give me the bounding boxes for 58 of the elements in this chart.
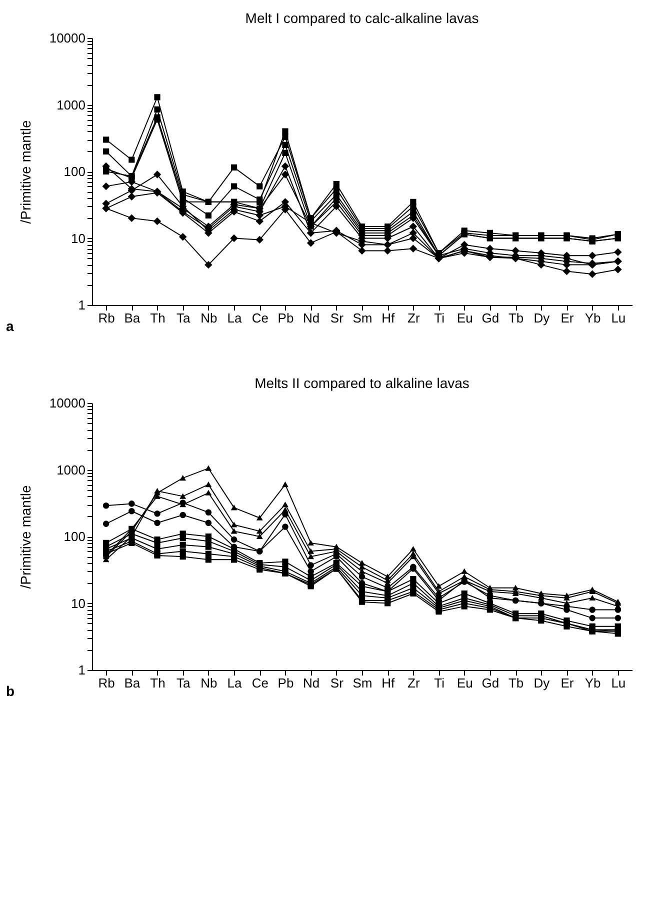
x-tick-label: Zr: [408, 676, 420, 690]
x-tick-label: Hf: [382, 676, 395, 690]
chart-title: Melt I compared to calc-alkaline lavas: [245, 10, 479, 26]
text: b: [6, 683, 15, 699]
x-tick-label: Ta: [176, 676, 191, 690]
x-tick-label: Er: [560, 676, 574, 690]
x-tick-label: Ta: [176, 310, 191, 326]
x-tick-label: Lu: [611, 676, 626, 690]
x-tick-label: Sr: [330, 676, 344, 690]
y-tick-label: 1000: [56, 97, 86, 112]
chart-title: Melts II compared to alkaline lavas: [254, 375, 470, 391]
y-tick-label: 100: [64, 529, 86, 544]
y-tick-label: 1: [78, 662, 86, 678]
x-tick-label: Nd: [303, 676, 320, 690]
x-tick-label: Nb: [200, 310, 218, 326]
y-tick-label: 10: [71, 596, 86, 611]
x-tick-label: Pb: [278, 676, 294, 690]
y-tick-label: 1: [78, 298, 86, 312]
y-axis-title: /Primitive mantle: [17, 485, 34, 589]
x-tick-label: Ba: [124, 676, 141, 690]
x-tick-label: Ti: [434, 310, 445, 326]
x-tick-label: La: [227, 310, 243, 326]
x-tick-label: Tb: [508, 676, 524, 690]
x-tick-label: Zr: [408, 310, 420, 326]
y-tick-label: 10: [71, 230, 86, 246]
y-tick-label: 10000: [49, 396, 86, 410]
x-tick-label: Th: [150, 676, 166, 690]
x-tick-label: La: [227, 676, 243, 690]
x-tick-label: Sm: [352, 310, 372, 326]
x-tick-label: Sr: [330, 310, 344, 326]
x-tick-label: Tb: [508, 310, 524, 326]
x-tick-label: Rb: [98, 310, 115, 326]
x-tick-label: Eu: [456, 310, 473, 326]
x-tick-label: Dy: [534, 676, 550, 690]
x-tick-label: Ba: [124, 310, 141, 326]
x-tick-label: Ti: [434, 676, 445, 690]
y-tick-label: 100: [64, 164, 86, 179]
x-tick-label: Yb: [584, 676, 601, 690]
y-tick-label: 10000: [49, 30, 86, 46]
x-tick-label: Gd: [482, 310, 500, 326]
x-tick-label: Nd: [303, 310, 320, 326]
x-tick-label: Pb: [278, 310, 294, 326]
x-tick-label: Nb: [200, 676, 218, 690]
x-tick-label: Ce: [252, 310, 268, 326]
x-tick-label: Dy: [534, 310, 550, 326]
x-tick-label: Ce: [252, 676, 268, 690]
y-tick-label: 1000: [56, 462, 86, 478]
text: a: [6, 318, 14, 334]
x-tick-label: Yb: [584, 310, 601, 326]
x-tick-label: Er: [560, 310, 574, 326]
x-tick-label: Hf: [382, 310, 395, 326]
y-axis-title: /Primitive mantle: [17, 120, 34, 224]
x-tick-label: Eu: [456, 676, 473, 690]
x-tick-label: Sm: [352, 676, 372, 690]
x-tick-label: Gd: [482, 676, 500, 690]
x-tick-label: Lu: [611, 310, 626, 326]
x-tick-label: Rb: [98, 676, 115, 690]
x-tick-label: Th: [150, 310, 166, 326]
